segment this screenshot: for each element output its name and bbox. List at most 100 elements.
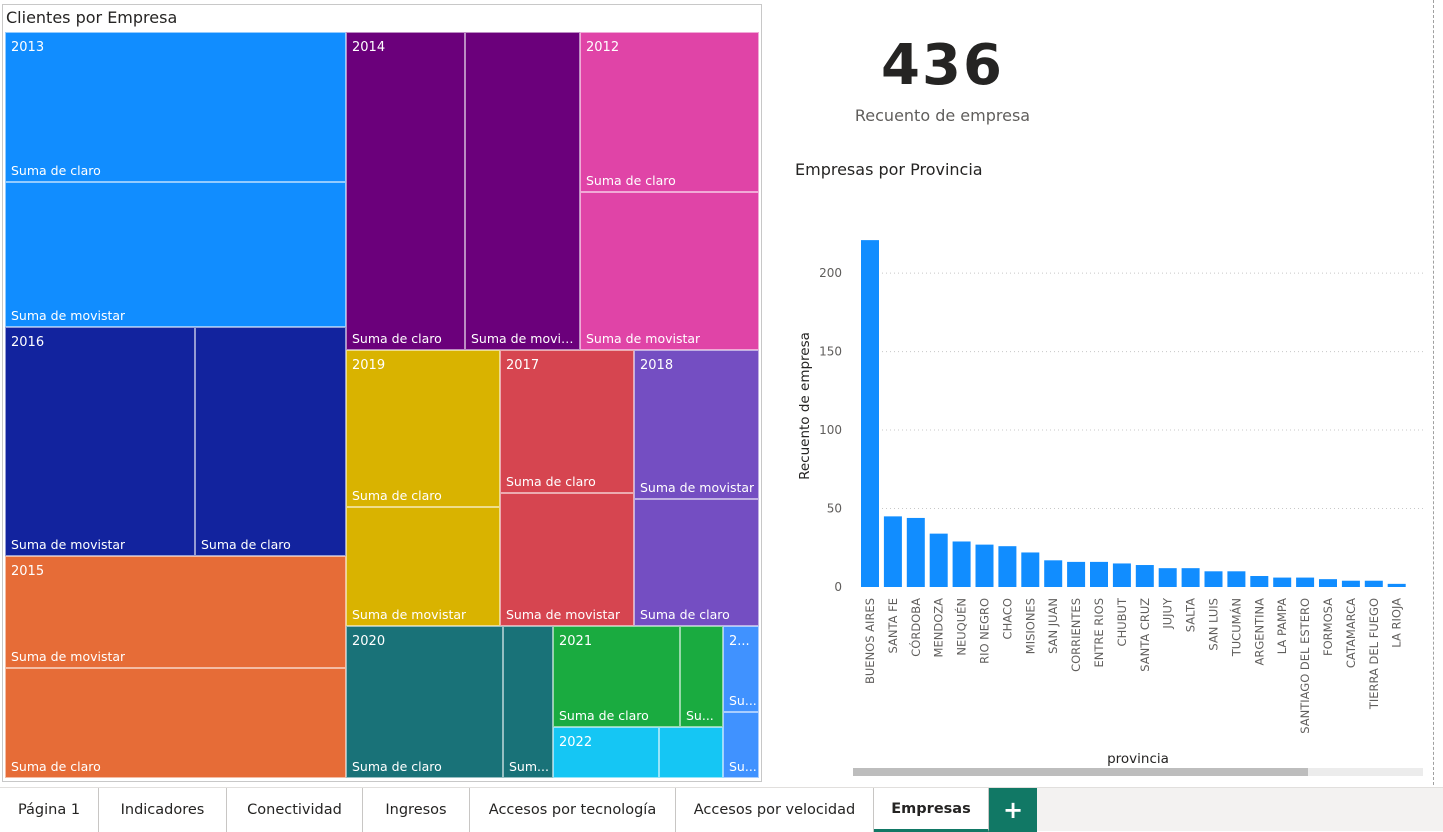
treemap-tile[interactable]: 2015 Suma de movistar (5, 556, 346, 668)
tab-accesos-por-tecnologia[interactable]: Accesos por tecnología (470, 788, 676, 832)
treemap-tile[interactable]: Suma de claro (5, 668, 346, 778)
treemap-tile[interactable]: 2014 Suma de claro (346, 32, 465, 350)
treemap-group-label: 2018 (640, 358, 674, 373)
treemap-group-label: 2022 (559, 735, 593, 750)
treemap-measure-label: Suma de claro (11, 759, 101, 774)
bar-argentina[interactable] (1250, 576, 1269, 587)
bar-san-luis[interactable] (1204, 571, 1223, 587)
treemap-tile[interactable]: 2013 Suma de claro (5, 32, 346, 182)
treemap-tile[interactable]: 2016 Suma de movistar (5, 327, 195, 556)
treemap-tile[interactable]: 2... Su... (723, 626, 759, 712)
treemap-tile[interactable]: Su... (723, 712, 759, 778)
bar-jujuy[interactable] (1158, 568, 1177, 587)
treemap-measure-label: Suma de movistar (11, 649, 126, 664)
bar-tierra-del-fuego[interactable] (1364, 580, 1383, 587)
y-tick-label: 50 (827, 502, 842, 516)
x-tick-label: BUENOS AIRES (863, 598, 877, 684)
bar-corrientes[interactable] (1067, 561, 1086, 587)
card-label: Recuento de empresa (854, 106, 1031, 125)
bar-san-juan[interactable] (1044, 560, 1063, 587)
card-value: 436 (881, 33, 1004, 98)
bar-córdoba[interactable] (906, 517, 925, 587)
treemap-group-label: 2... (729, 634, 750, 649)
scrollbar-thumb[interactable] (853, 768, 1308, 776)
treemap-tile[interactable]: Suma de claro (195, 327, 346, 556)
x-tick-label: CHUBUT (1115, 597, 1129, 646)
treemap-visual[interactable]: Clientes por Empresa 2013 Suma de claro Su… (2, 4, 762, 782)
treemap-measure-label: Suma de claro (11, 163, 101, 178)
treemap-measure-label: Su... (686, 708, 714, 723)
treemap-group-label: 2012 (586, 40, 620, 55)
x-tick-label: SAN JUAN (1046, 598, 1060, 654)
treemap-tile[interactable]: 2020 Suma de claro (346, 626, 503, 778)
x-tick-label: TUCUMÁN (1228, 598, 1243, 657)
x-axis-title: provincia (1107, 751, 1169, 767)
bar-chart-title: Empresas por Provincia (795, 160, 983, 179)
treemap-group-label: 2020 (352, 634, 386, 649)
bar-misiones[interactable] (1021, 552, 1040, 587)
x-tick-label: CHACO (1000, 598, 1014, 639)
treemap-measure-label: Suma de movistar (586, 331, 701, 346)
bar-la-pampa[interactable] (1273, 577, 1292, 587)
x-tick-label: SANTIAGO DEL ESTERO (1298, 598, 1312, 734)
treemap-measure-label: Suma de claro (352, 759, 442, 774)
bar-entre-rios[interactable] (1090, 561, 1108, 587)
treemap-measure-label: Suma de claro (586, 173, 676, 188)
tab-conectividad[interactable]: Conectividad (227, 788, 363, 832)
treemap-measure-label: Suma de claro (352, 488, 442, 503)
treemap-tile[interactable]: 2021 Suma de claro (553, 626, 680, 727)
treemap-measure-label: Suma de movis... (471, 331, 578, 346)
bar-catamarca[interactable] (1341, 580, 1360, 587)
treemap-tile[interactable]: Suma de movistar (580, 192, 759, 350)
bar-tucumán[interactable] (1227, 571, 1246, 587)
bar-formosa[interactable] (1319, 579, 1337, 587)
tab-indicadores[interactable]: Indicadores (99, 788, 227, 832)
x-tick-label: MENDOZA (932, 598, 946, 658)
treemap-tile[interactable]: Suma de movistar (5, 182, 346, 327)
bar-santiago-del-estero[interactable] (1296, 577, 1315, 587)
treemap-tile[interactable]: Suma de movis... (465, 32, 580, 350)
tab-ingresos[interactable]: Ingresos (363, 788, 470, 832)
treemap-tile[interactable]: 2022 (553, 727, 659, 778)
treemap-tile[interactable]: Suma de movistar (500, 493, 634, 626)
x-tick-label: JUJUY (1161, 597, 1175, 630)
x-tick-label: SAN LUIS (1207, 598, 1221, 651)
treemap-tile[interactable]: Su... (680, 626, 723, 727)
treemap-area[interactable]: 2013 Suma de claro Suma de movistar 2014 Sum… (5, 32, 760, 778)
bar-chaco[interactable] (998, 546, 1017, 587)
tab-accesos-por-velocidad[interactable]: Accesos por velocidad (676, 788, 874, 832)
treemap-measure-label: Suma de claro (506, 474, 596, 489)
tab-empresas[interactable]: Empresas (874, 788, 989, 832)
bar-chubut[interactable] (1112, 563, 1131, 587)
treemap-tile[interactable]: Sum... (503, 626, 553, 778)
bar-buenos-aires[interactable] (861, 240, 879, 587)
bar-chart[interactable]: 0 50 100 150 200 Recuento de empresa BUENOS AI… (790, 188, 1430, 780)
bar-rio-negro[interactable] (975, 544, 994, 587)
page-boundary-line (1433, 0, 1434, 790)
treemap-group-label: 2016 (11, 335, 45, 350)
treemap-tile[interactable] (659, 727, 723, 778)
treemap-tile[interactable]: Suma de claro (634, 499, 759, 626)
treemap-tile[interactable]: Suma de movistar (346, 507, 500, 626)
bar-neuquén[interactable] (952, 541, 971, 587)
bar-la-rioja[interactable] (1387, 583, 1406, 587)
bar-salta[interactable] (1181, 568, 1200, 587)
treemap-tile[interactable]: 2017 Suma de claro (500, 350, 634, 493)
x-tick-label: ARGENTINA (1252, 598, 1266, 666)
bar-mendoza[interactable] (929, 533, 948, 587)
add-page-button[interactable]: + (989, 788, 1037, 832)
treemap-tile[interactable]: 2012 Suma de claro (580, 32, 759, 192)
treemap-tile[interactable]: 2019 Suma de claro (346, 350, 500, 507)
treemap-measure-label: Suma de claro (559, 708, 649, 723)
kpi-card[interactable]: 436 Recuento de empresa (800, 28, 1085, 132)
treemap-tile[interactable]: 2018 Suma de movistar (634, 350, 759, 499)
treemap-measure-label: Su... (729, 759, 757, 774)
treemap-measure-label: Suma de movistar (352, 607, 467, 622)
treemap-group-label: 2019 (352, 358, 386, 373)
treemap-group-label: 2021 (559, 634, 593, 649)
x-tick-label: MISIONES (1023, 598, 1037, 654)
tab-pagina-1[interactable]: Página 1 (0, 788, 99, 832)
bar-santa-fe[interactable] (883, 516, 902, 587)
treemap-measure-label: Suma de claro (352, 331, 442, 346)
bar-santa-cruz[interactable] (1135, 565, 1154, 587)
